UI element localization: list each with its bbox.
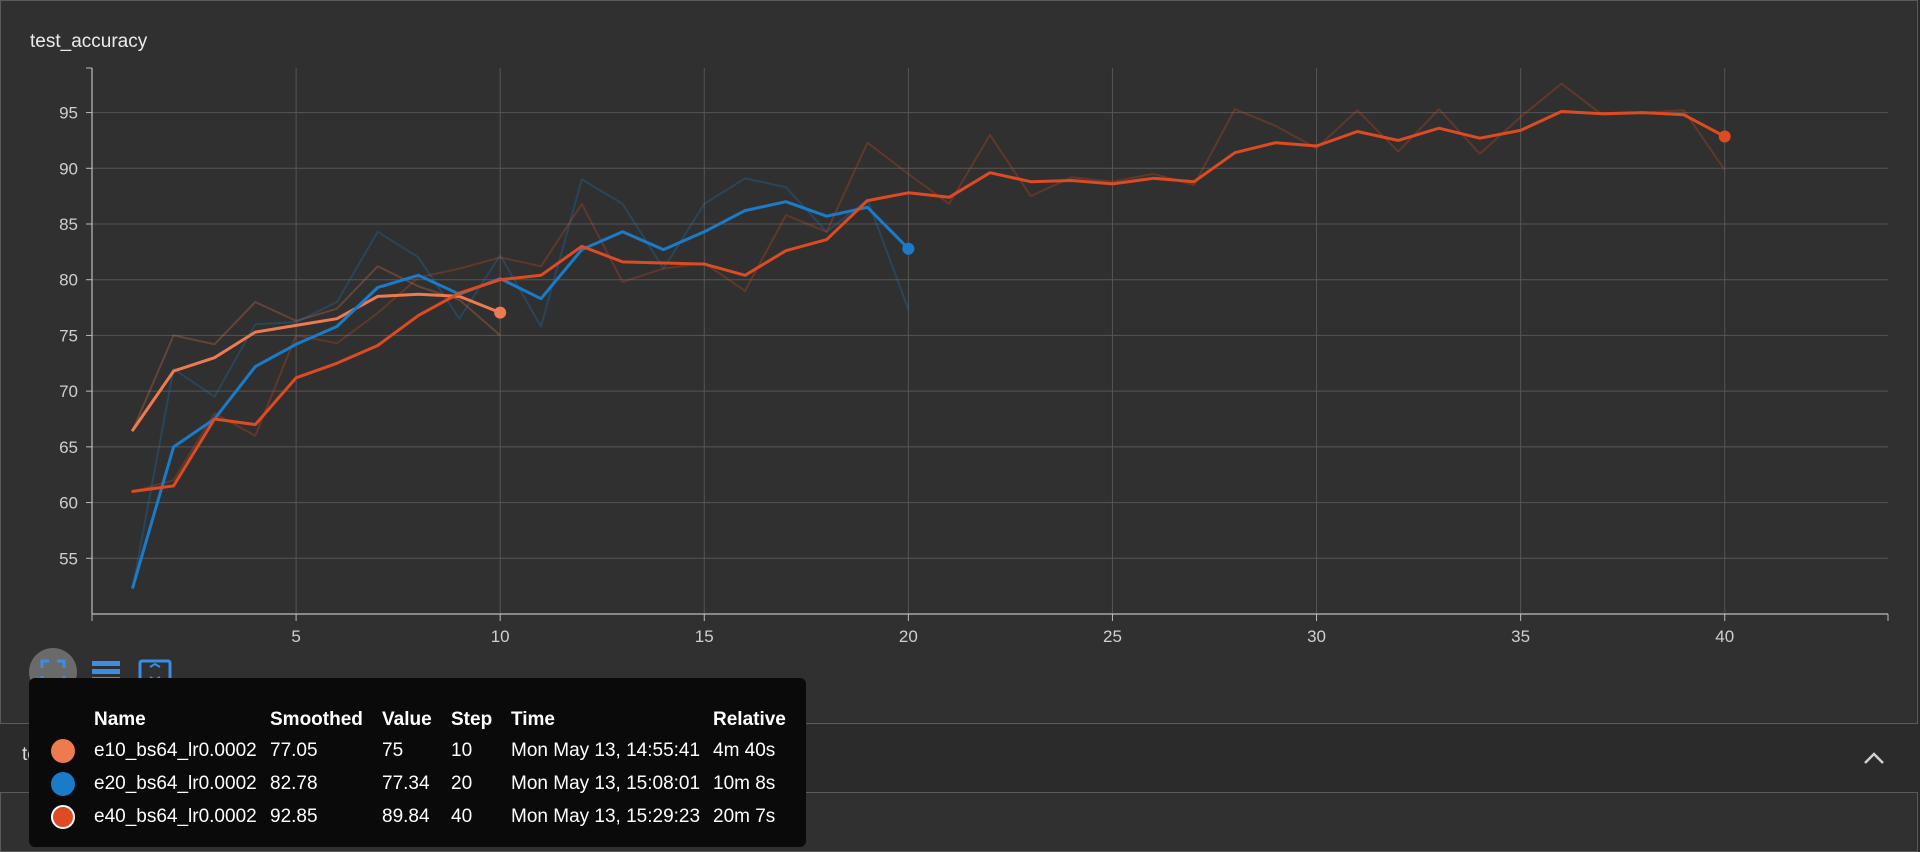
- chart-card: test_accuracy: [0, 0, 1918, 724]
- y-tick-label: 95: [59, 104, 78, 123]
- run-color-swatch: [51, 804, 75, 829]
- series-end-marker: [902, 242, 915, 255]
- header-name: Name: [94, 709, 146, 730]
- chart-title: test_accuracy: [30, 31, 148, 52]
- series-raw-line: [131, 177, 910, 588]
- header-step: Step: [451, 709, 493, 730]
- series-raw-line: [132, 82, 1726, 493]
- run-time: Mon May 13, 15:08:01: [511, 772, 701, 794]
- run-step: 20: [451, 772, 473, 794]
- run-time: Mon May 13, 15:29:23: [511, 805, 701, 827]
- run-relative: 4m 40s: [713, 739, 776, 761]
- chevron-up-icon[interactable]: [1860, 744, 1888, 772]
- run-step: 40: [451, 805, 473, 827]
- y-tick-label: 85: [59, 215, 78, 234]
- x-tick-label: 35: [1511, 627, 1530, 646]
- x-tick-label: 20: [899, 627, 918, 646]
- run-relative: 10m 8s: [713, 772, 776, 794]
- y-tick-label: 90: [59, 159, 78, 178]
- run-name: e10_bs64_lr0.0002: [94, 739, 257, 761]
- run-smoothed: 82.78: [270, 772, 318, 794]
- header-relative: Relative: [713, 709, 786, 730]
- run-step: 10: [451, 739, 473, 761]
- tooltip-table: Name Smoothed Value Step Time Relative e…: [29, 706, 803, 833]
- run-color-swatch: [51, 771, 75, 796]
- y-tick-label: 80: [59, 271, 78, 290]
- series-smoothed-line: [131, 292, 502, 432]
- run-name: e20_bs64_lr0.0002: [94, 772, 257, 794]
- run-color-swatch: [51, 738, 75, 763]
- x-tick-label: 10: [491, 627, 510, 646]
- run-smoothed: 92.85: [270, 805, 318, 827]
- series-end-marker: [494, 306, 507, 319]
- fit-domain-icon: [40, 659, 66, 685]
- run-smoothed: 77.05: [270, 739, 318, 761]
- run-value: 77.34: [382, 772, 430, 794]
- run-time: Mon May 13, 14:55:41: [511, 739, 701, 761]
- run-name: e40_bs64_lr0.0002: [94, 805, 257, 827]
- header-time: Time: [511, 709, 556, 730]
- y-tick-label: 70: [59, 382, 78, 401]
- line-chart: 55 60 65 70 75 80 85 90 95 5 10 15 20 25 30 35 40: [59, 67, 1889, 646]
- series-smoothed-line: [131, 110, 1727, 493]
- run-value: 75: [382, 739, 404, 761]
- series-end-marker: [1718, 130, 1731, 143]
- tooltip-row: e40_bs64_lr0.0002 92.85 89.84 40 Mon May…: [29, 800, 803, 833]
- x-tick-label: 15: [695, 627, 714, 646]
- x-tick-label: 30: [1307, 627, 1326, 646]
- y-tick-label: 65: [59, 438, 78, 457]
- x-tick-label: 40: [1715, 627, 1734, 646]
- run-relative: 20m 7s: [713, 805, 776, 827]
- x-tick-label: 5: [291, 627, 300, 646]
- y-tick-label: 75: [59, 326, 78, 345]
- tooltip: Name Smoothed Value Step Time Relative e…: [29, 678, 806, 847]
- y-tick-label: 55: [59, 549, 78, 568]
- header-value: Value: [382, 709, 432, 730]
- run-value: 89.84: [382, 805, 430, 827]
- tooltip-row: e20_bs64_lr0.0002 82.78 77.34 20 Mon May…: [29, 767, 803, 800]
- header-smoothed: Smoothed: [270, 709, 363, 730]
- series-raw-line: [131, 265, 501, 431]
- series-smoothed-line: [131, 200, 910, 589]
- tooltip-header-row: Name Smoothed Value Step Time Relative: [29, 706, 803, 734]
- y-tick-label: 60: [59, 494, 78, 513]
- x-tick-label: 25: [1103, 627, 1122, 646]
- tooltip-row: e10_bs64_lr0.0002 77.05 75 10 Mon May 13…: [29, 734, 803, 767]
